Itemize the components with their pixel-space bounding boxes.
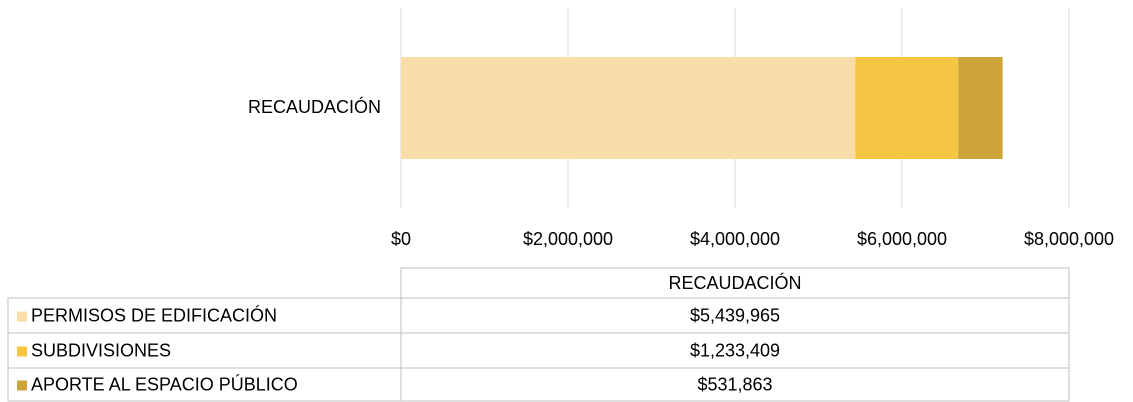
table-value: $531,863 — [697, 374, 772, 394]
bar-segment — [855, 57, 959, 159]
table-value: $5,439,965 — [690, 305, 780, 325]
x-tick-label: $6,000,000 — [857, 229, 947, 249]
legend-label: PERMISOS DE EDIFICACIÓN — [31, 304, 277, 325]
x-tick-label: $2,000,000 — [523, 229, 613, 249]
legend-label: APORTE AL ESPACIO PÚBLICO — [31, 373, 298, 394]
bar-segment — [958, 57, 1003, 159]
y-tick-label: RECAUDACIÓN — [248, 96, 381, 117]
legend-label: SUBDIVISIONES — [31, 340, 171, 360]
table-value: $1,233,409 — [690, 340, 780, 360]
x-tick-label: $4,000,000 — [690, 229, 780, 249]
bar-segment — [401, 57, 856, 159]
x-tick-label: $0 — [391, 229, 411, 249]
legend-key — [17, 311, 27, 322]
legend-key — [17, 380, 27, 391]
table-value-cell — [400, 367, 1070, 402]
x-tick-label: $8,000,000 — [1024, 229, 1114, 249]
legend-key — [17, 346, 27, 357]
table-header: RECAUDACIÓN — [668, 272, 801, 293]
